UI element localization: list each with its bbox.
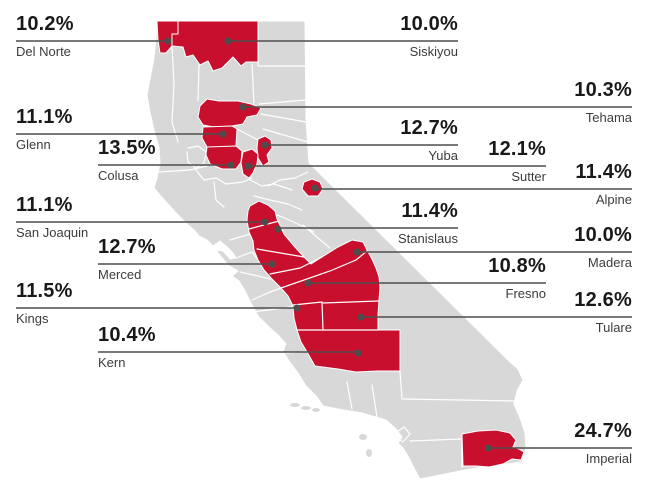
imperial-county-label: Imperial bbox=[585, 451, 632, 466]
county-border-line bbox=[251, 287, 282, 301]
channel-island bbox=[366, 449, 372, 457]
county-border-line bbox=[401, 398, 515, 402]
tulare-county-label: Tulare bbox=[595, 320, 632, 335]
highlight-county-divider bbox=[292, 301, 323, 306]
del-norte-county-label: Del Norte bbox=[16, 44, 71, 59]
county-border-line bbox=[346, 381, 353, 410]
sf-bay-inlet bbox=[212, 240, 237, 260]
merced-leader-dot bbox=[268, 260, 276, 268]
county-border-line bbox=[235, 251, 259, 261]
county-border-line bbox=[157, 165, 208, 173]
glenn-value-label: 11.1% bbox=[16, 106, 73, 128]
county-border-line bbox=[225, 177, 253, 185]
county-border-line bbox=[409, 438, 463, 442]
alpine-value-label: 11.4% bbox=[575, 161, 632, 183]
san-joaquin-value-label: 11.1% bbox=[16, 194, 73, 216]
county-border-line bbox=[260, 113, 307, 123]
county-border-line bbox=[253, 195, 303, 211]
fresno-value-label: 10.8% bbox=[488, 255, 546, 277]
highlight-county-divider bbox=[321, 301, 324, 331]
county-border-line bbox=[213, 181, 225, 208]
channel-island bbox=[359, 434, 367, 440]
merced-value-label: 12.7% bbox=[98, 236, 156, 258]
merced-county-label: Merced bbox=[98, 267, 142, 282]
del-norte-value-label: 10.2% bbox=[16, 13, 74, 35]
channel-island bbox=[301, 406, 311, 410]
county-border-line bbox=[302, 224, 331, 249]
county-border-line bbox=[195, 169, 227, 185]
san-joaquin-county-label: San Joaquin bbox=[16, 225, 89, 240]
kern-value-label: 10.4% bbox=[98, 324, 156, 346]
imperial-leader-dot bbox=[484, 444, 492, 452]
sutter-leader-dot bbox=[244, 162, 252, 170]
madera-county-label: Madera bbox=[587, 255, 632, 270]
county-border-line bbox=[251, 63, 255, 104]
tulare-value-label: 12.6% bbox=[574, 289, 632, 311]
tehama-value-label: 10.3% bbox=[574, 79, 632, 101]
glenn-county-shape bbox=[201, 125, 238, 148]
county-border-line bbox=[186, 145, 207, 169]
highlight-county-divider bbox=[269, 256, 323, 275]
stanislaus-value-label: 11.4% bbox=[401, 200, 458, 222]
stanislaus-county-label: Stanislaus bbox=[398, 231, 458, 246]
channel-island bbox=[312, 408, 320, 412]
glenn-county-label: Glenn bbox=[16, 137, 51, 152]
county-border-line bbox=[262, 128, 309, 143]
kings-value-label: 11.5% bbox=[16, 280, 73, 302]
county-border-line bbox=[258, 99, 307, 105]
del-norte-leader-dot bbox=[164, 37, 172, 45]
yuba-county-label: Yuba bbox=[428, 148, 458, 163]
channel-island bbox=[290, 403, 300, 407]
county-border-line bbox=[249, 179, 293, 191]
siskiyou-leader-dot bbox=[224, 37, 232, 45]
county-border-line bbox=[371, 384, 378, 418]
kings-county-label: Kings bbox=[16, 311, 49, 326]
colusa-county-label: Colusa bbox=[98, 168, 139, 183]
kings-leader-dot bbox=[293, 304, 301, 312]
highlight-county-divider bbox=[322, 300, 379, 304]
county-border-line bbox=[197, 63, 200, 102]
highlight-county-divider bbox=[280, 250, 368, 289]
county-border-line bbox=[267, 171, 309, 187]
tehama-county-label: Tehama bbox=[585, 110, 632, 125]
yuba-value-label: 12.7% bbox=[400, 117, 458, 139]
alpine-leader-dot bbox=[311, 184, 319, 192]
siskiyou-county-shape bbox=[171, 20, 259, 72]
alpine-county-label: Alpine bbox=[595, 192, 632, 207]
imperial-value-label: 24.7% bbox=[574, 420, 632, 442]
fresno-county-label: Fresno bbox=[505, 286, 546, 301]
madera-value-label: 10.0% bbox=[574, 224, 632, 246]
stanislaus-leader-dot bbox=[274, 225, 282, 233]
siskiyou-county-label: Siskiyou bbox=[409, 44, 458, 59]
glenn-leader-dot bbox=[219, 130, 227, 138]
county-border-line bbox=[396, 426, 411, 443]
county-border-line bbox=[239, 271, 271, 280]
county-border-line bbox=[229, 233, 251, 241]
kern-leader-dot bbox=[354, 349, 362, 357]
sutter-county-label: Sutter bbox=[511, 169, 546, 184]
county-border-line bbox=[399, 371, 403, 399]
siskiyou-value-label: 10.0% bbox=[400, 13, 458, 35]
san-joaquin-leader-dot bbox=[261, 218, 269, 226]
colusa-leader-dot bbox=[227, 161, 235, 169]
fresno-leader-dot bbox=[304, 279, 312, 287]
tulare-leader-dot bbox=[357, 313, 365, 321]
colusa-value-label: 13.5% bbox=[98, 137, 156, 159]
madera-leader-dot bbox=[353, 248, 361, 256]
tehama-leader-dot bbox=[239, 103, 247, 111]
county-border-line bbox=[251, 305, 297, 313]
yuba-leader-dot bbox=[261, 141, 269, 149]
county-border-line bbox=[236, 128, 259, 141]
county-border-line bbox=[171, 45, 179, 143]
kern-county-label: Kern bbox=[98, 355, 126, 370]
highlight-county-divider bbox=[256, 248, 305, 258]
sutter-value-label: 12.1% bbox=[488, 138, 546, 160]
